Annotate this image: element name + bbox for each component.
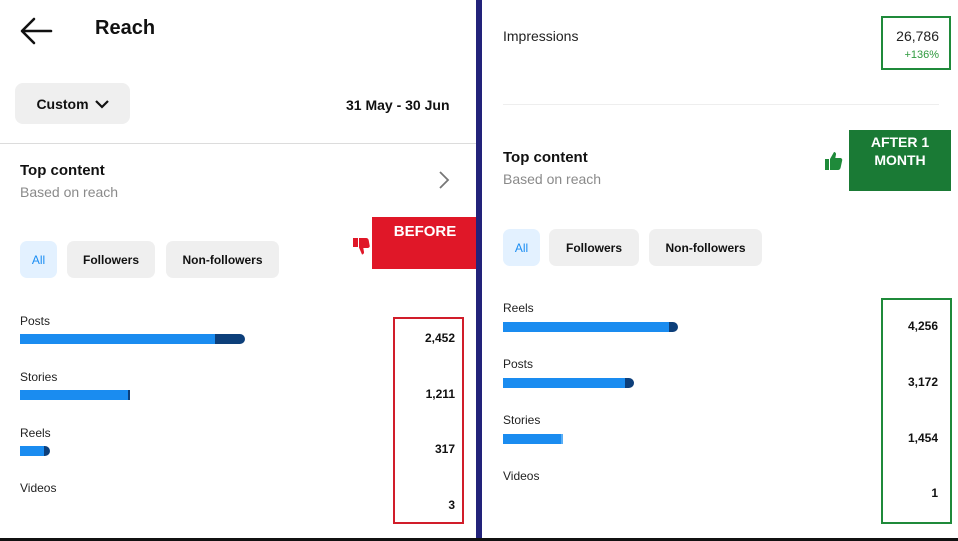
date-range-text: 31 May - 30 Jun <box>346 97 450 113</box>
top-content-subtitle: Based on reach <box>503 171 602 187</box>
filter-non-followers[interactable]: Non-followers <box>649 229 762 266</box>
filter-followers[interactable]: Followers <box>549 229 639 266</box>
thumbs-down-icon <box>353 238 370 255</box>
after-badge-line2: MONTH <box>874 152 926 168</box>
row-label-reels: Reels <box>503 301 534 315</box>
filter-all[interactable]: All <box>503 229 540 266</box>
row-label-posts: Posts <box>20 314 51 328</box>
thumbs-up-icon <box>825 152 843 170</box>
after-badge-line1: AFTER 1 <box>870 134 930 150</box>
row-value-stories: 1,454 <box>907 431 938 445</box>
row-value-posts: 2,452 <box>424 331 455 345</box>
row-label-videos: Videos <box>20 481 57 495</box>
row-label-reels: Reels <box>20 426 51 440</box>
before-highlight-box <box>393 317 464 524</box>
row-value-reels: 317 <box>434 442 455 456</box>
row-label-videos: Videos <box>503 469 540 483</box>
before-panel: Reach Custom 31 May - 30 Jun Top content… <box>0 0 476 541</box>
top-content-subtitle: Based on reach <box>20 184 119 200</box>
after-badge: AFTER 1 MONTH <box>849 130 951 191</box>
row-value-stories: 1,211 <box>425 387 455 401</box>
divider <box>0 143 476 144</box>
date-range-dropdown[interactable]: Custom <box>15 83 130 124</box>
filter-all[interactable]: All <box>20 241 57 278</box>
bottom-border <box>0 538 958 541</box>
back-arrow-icon[interactable] <box>18 14 54 48</box>
impressions-value: 26,786 <box>896 28 939 44</box>
panel-divider <box>476 0 482 541</box>
after-highlight-box <box>881 298 952 524</box>
row-value-posts: 3,172 <box>907 375 938 389</box>
divider <box>503 104 939 105</box>
before-badge: BEFORE <box>372 217 476 269</box>
row-value-reels: 4,256 <box>907 319 938 333</box>
row-label-stories: Stories <box>503 413 541 427</box>
filter-followers[interactable]: Followers <box>67 241 155 278</box>
row-label-stories: Stories <box>20 370 58 384</box>
top-content-title: Top content <box>503 149 588 166</box>
filter-non-followers[interactable]: Non-followers <box>166 241 279 278</box>
dropdown-label: Custom <box>36 95 89 112</box>
impressions-highlight-box: 26,786 +136% <box>881 16 951 70</box>
row-value-videos: 1 <box>931 486 938 500</box>
row-value-videos: 3 <box>448 498 455 512</box>
impressions-label: Impressions <box>503 28 579 44</box>
row-label-posts: Posts <box>503 357 534 371</box>
after-panel: Impressions 26,786 +136% Top content Bas… <box>482 0 958 541</box>
impressions-change: +136% <box>904 49 939 61</box>
chevron-right-icon[interactable] <box>437 170 451 190</box>
page-title: Reach <box>95 17 156 39</box>
chevron-down-icon <box>94 99 109 109</box>
top-content-title: Top content <box>20 162 105 179</box>
